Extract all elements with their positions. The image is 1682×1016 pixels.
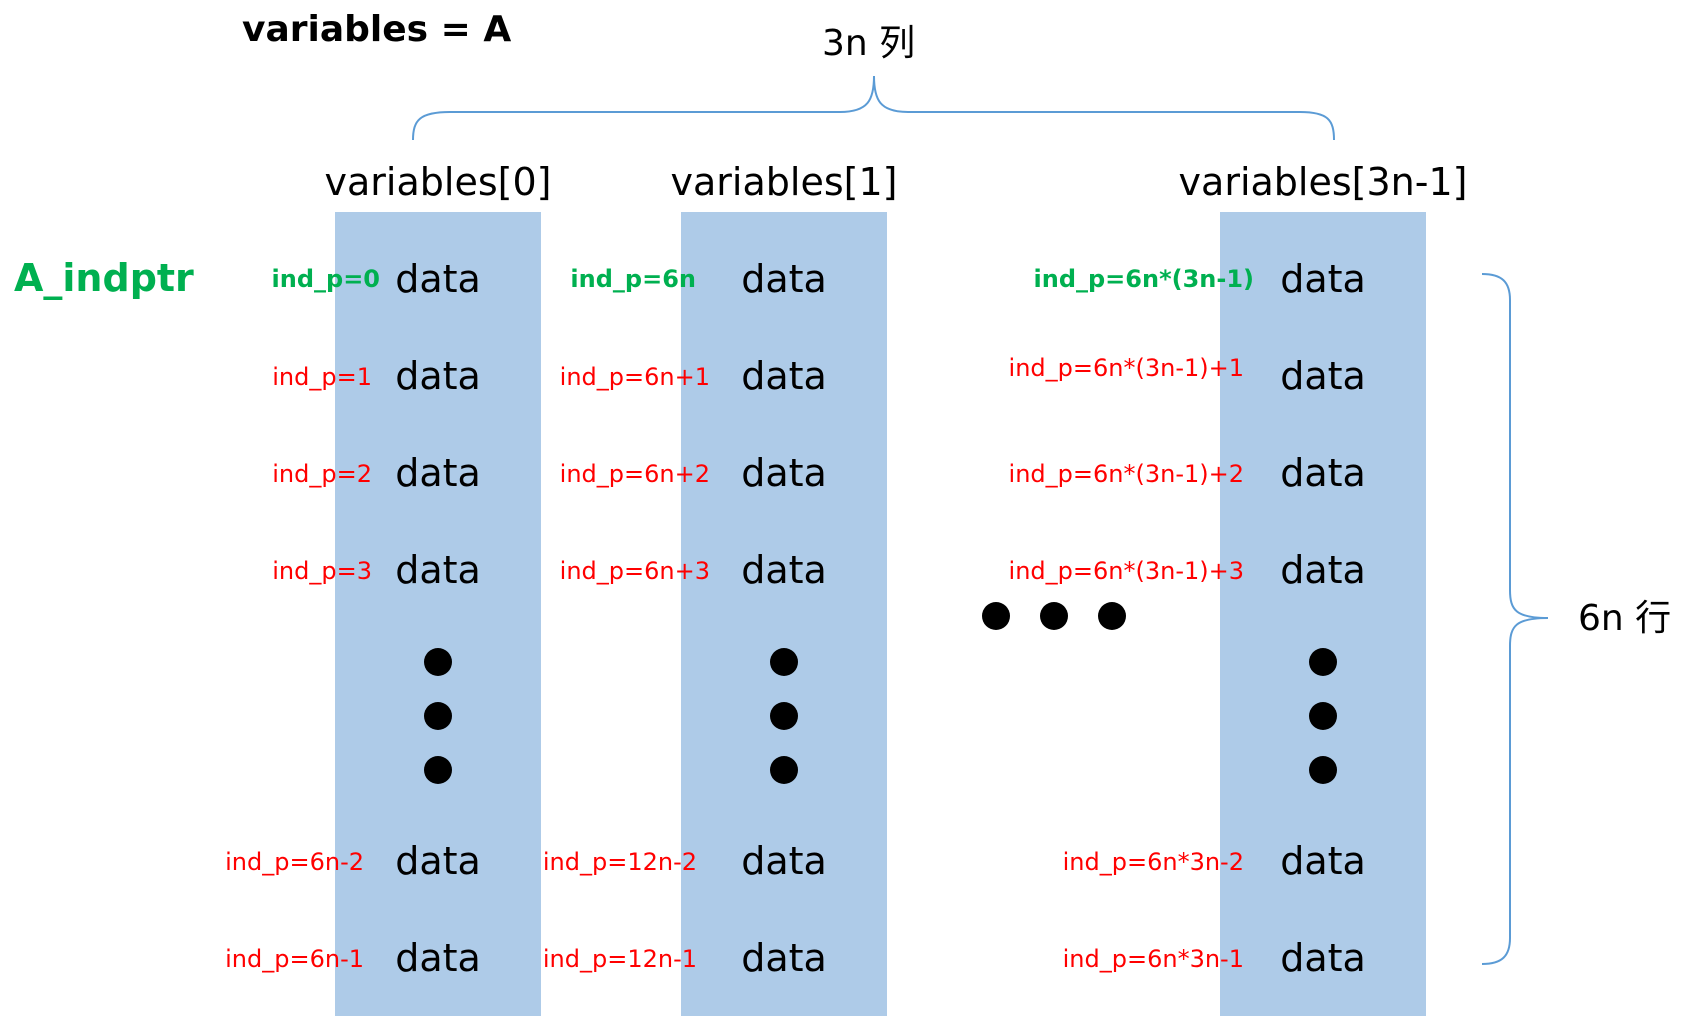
- data-cell: data: [395, 354, 481, 398]
- index-label: ind_p=12n-1: [542, 945, 697, 973]
- indptr-label: A_indptr: [14, 256, 194, 300]
- ellipsis-dot: [1309, 702, 1337, 730]
- index-label: ind_p=6n-2: [225, 848, 364, 876]
- index-label: ind_p=6n+2: [559, 460, 710, 488]
- column-header-1: variables[1]: [670, 160, 898, 204]
- data-cell: data: [741, 936, 827, 980]
- index-label-first: ind_p=6n*(3n-1): [1033, 265, 1255, 293]
- column-bar-0: [335, 212, 541, 1016]
- ellipsis-dot: [770, 756, 798, 784]
- index-label: ind_p=6n*3n-1: [1062, 945, 1244, 973]
- ellipsis-dot: [1098, 602, 1126, 630]
- ellipsis-dot: [424, 648, 452, 676]
- ellipsis-dot: [424, 702, 452, 730]
- rows-count-label: 6n 行: [1578, 598, 1672, 639]
- index-label: ind_p=12n-2: [542, 848, 697, 876]
- index-label-first: ind_p=0: [271, 265, 380, 293]
- right-brace: [1481, 273, 1549, 965]
- column-header-0: variables[0]: [324, 160, 552, 204]
- index-label: ind_p=6n*(3n-1)+3: [1008, 557, 1244, 585]
- data-cell: data: [741, 354, 827, 398]
- index-label: ind_p=6n*3n-2: [1062, 848, 1244, 876]
- column-header-2: variables[3n-1]: [1178, 160, 1468, 204]
- index-label: ind_p=6n+3: [559, 557, 710, 585]
- data-cell: data: [395, 257, 481, 301]
- ellipsis-dot: [770, 648, 798, 676]
- data-cell: data: [395, 839, 481, 883]
- column-bar-1: [681, 212, 887, 1016]
- ellipsis-dot: [982, 602, 1010, 630]
- index-label: ind_p=1: [272, 363, 372, 391]
- ellipsis-dot: [770, 702, 798, 730]
- index-label: ind_p=6n*(3n-1)+2: [1008, 460, 1244, 488]
- ellipsis-dot: [424, 756, 452, 784]
- data-cell: data: [741, 257, 827, 301]
- data-cell: data: [1280, 354, 1366, 398]
- data-cell: data: [395, 548, 481, 592]
- data-cell: data: [741, 451, 827, 495]
- column-bar-2: [1220, 212, 1426, 1016]
- ellipsis-dot: [1309, 648, 1337, 676]
- data-cell: data: [1280, 257, 1366, 301]
- index-label: ind_p=3: [272, 557, 372, 585]
- data-cell: data: [1280, 936, 1366, 980]
- index-label: ind_p=6n+1: [559, 363, 710, 391]
- diagram-title: variables = A: [242, 9, 512, 50]
- index-label: ind_p=6n-1: [225, 945, 364, 973]
- top-brace: [412, 75, 1335, 141]
- ellipsis-dot: [1040, 602, 1068, 630]
- index-label-first: ind_p=6n: [570, 265, 696, 293]
- index-label: ind_p=2: [272, 460, 372, 488]
- data-cell: data: [1280, 548, 1366, 592]
- data-cell: data: [395, 936, 481, 980]
- columns-count-label: 3n 列: [822, 23, 916, 64]
- data-cell: data: [395, 451, 481, 495]
- data-cell: data: [741, 548, 827, 592]
- index-label: ind_p=6n*(3n-1)+1: [1008, 354, 1244, 382]
- data-cell: data: [1280, 451, 1366, 495]
- data-cell: data: [741, 839, 827, 883]
- ellipsis-dot: [1309, 756, 1337, 784]
- data-cell: data: [1280, 839, 1366, 883]
